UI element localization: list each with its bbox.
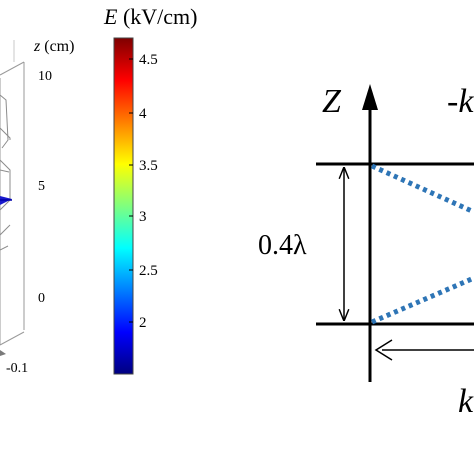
colorbar-tick: 2.5 [139,263,158,279]
z-tick: 0 [38,291,45,306]
colorbar-tick: 4 [139,106,147,122]
z-tick: 10 [38,69,52,84]
bottom-wavevector-label: k [458,383,474,420]
wave-path-lower [371,275,474,325]
schematic: Z 0.4λ -k k [258,83,474,420]
antenna-wireframe [0,94,11,251]
wave-path-upper [370,163,474,215]
colorbar-variable: E [103,4,118,29]
z-axis-arrow-icon [362,84,378,110]
colorbar-unit: (kV/cm) [117,4,197,29]
simulation-view: z (cm) 10 5 0 -0.1 [0,38,74,376]
z-axis-unit: (cm) [40,38,74,55]
z-tick: 5 [38,179,45,194]
colorbar-gradient [113,37,134,375]
bounding-box [0,40,25,346]
z-axis-variable: z [33,38,41,55]
colorbar-tick: 3 [139,209,147,225]
dimension-label: 0.4λ [258,230,307,261]
z-axis-title: Z [322,83,342,120]
colorbar-ticks: 4.5 4 3.5 3 2.5 2 [129,52,158,331]
colorbar: E (kV/cm) 4.5 4 3.5 3 2.5 2 [103,4,197,375]
colorbar-tick: 3.5 [139,158,158,174]
bottom-arrow-head-icon [374,339,393,361]
x-axis-arrow-icon [0,350,6,356]
colorbar-label: E (kV/cm) [103,4,197,29]
z-axis-label: z (cm) [33,38,74,55]
colorbar-tick: 4.5 [139,52,158,68]
top-wavevector-label: -k [447,83,474,120]
colorbar-tick: 2 [139,315,147,331]
x-axis-tick: -0.1 [6,361,28,376]
z-axis-ticks: 10 5 0 [38,69,52,306]
